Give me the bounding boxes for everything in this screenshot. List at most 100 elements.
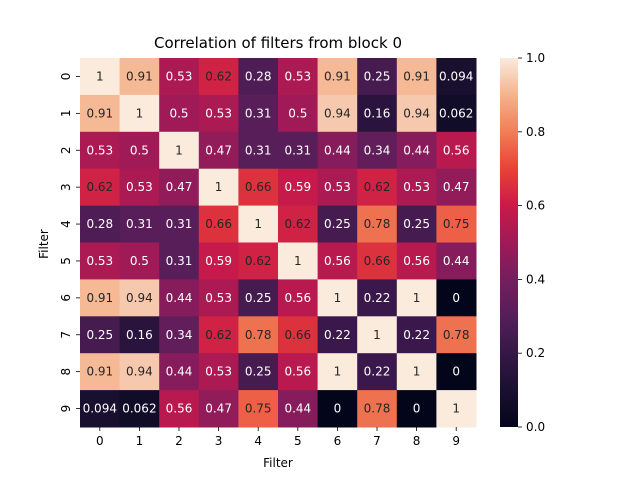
- colorbar-tick-label: 0.6: [526, 199, 545, 213]
- cell-value-label: 0.78: [364, 217, 391, 231]
- colorbar: [500, 58, 518, 427]
- colorbar-ticks: 0.0 0.2 0.4 0.6 0.8 1.0: [518, 51, 545, 434]
- heatmap-cell: [159, 58, 200, 96]
- heatmap-cell: [198, 94, 239, 133]
- cell-value-label: 0.66: [364, 254, 391, 268]
- cell-value-label: 0.16: [364, 106, 391, 120]
- heatmap-cell: [396, 131, 437, 170]
- colorbar-tick-label: 0.4: [526, 272, 545, 286]
- colorbar-tick-label: 1.0: [526, 51, 545, 65]
- heatmap-cell: [159, 94, 200, 133]
- heatmap-cell: [436, 205, 477, 243]
- heatmap-cell: [278, 353, 319, 391]
- heatmap-cell: [436, 168, 477, 207]
- cell-value-label: 0.53: [86, 143, 113, 157]
- heatmap-cell: [198, 131, 239, 170]
- cell-value-label: 0.62: [86, 180, 113, 194]
- cell-value-label: 0.47: [205, 143, 232, 157]
- cell-value-label: 0.28: [86, 217, 113, 231]
- x-tick-label: 1: [136, 434, 144, 448]
- heatmap-cell: [159, 168, 200, 207]
- heatmap-cell: [159, 316, 200, 354]
- cell-value-label: 0.31: [245, 106, 272, 120]
- heatmap-cell: [238, 168, 279, 207]
- heatmap-cell: [198, 353, 239, 391]
- heatmap-cell: [119, 353, 160, 391]
- cell-value-label: 0.75: [245, 402, 272, 416]
- x-tick-label: 4: [254, 434, 262, 448]
- cell-value-label: 0.44: [166, 365, 193, 379]
- cell-value-label: 0.56: [166, 402, 193, 416]
- heatmap-cell: [198, 316, 239, 354]
- colorbar-tick-label: 0.2: [526, 346, 545, 360]
- heatmap-cell: [317, 131, 358, 170]
- heatmap-cell: [278, 242, 319, 280]
- heatmap-cell: [396, 168, 437, 207]
- y-tick-label: 4: [59, 220, 73, 228]
- cell-value-label: 1: [136, 106, 144, 120]
- cell-value-label: 0.59: [205, 254, 232, 268]
- cell-value-label: 0.47: [166, 180, 193, 194]
- heatmap-cell: [436, 316, 477, 354]
- cell-value-label: 0.56: [324, 254, 351, 268]
- cell-value-label: 1: [334, 365, 342, 379]
- heatmap-cell: [238, 316, 279, 354]
- cell-value-label: 1: [175, 143, 183, 157]
- x-tick-label: 2: [175, 434, 183, 448]
- cell-value-label: 0.25: [403, 217, 430, 231]
- cell-value-label: 0.47: [443, 180, 470, 194]
- cell-value-label: 0.91: [86, 365, 113, 379]
- cell-value-label: 0.22: [324, 328, 351, 342]
- heatmap-cell: [317, 390, 358, 428]
- y-axis-label: Filter: [37, 229, 51, 259]
- cell-value-label: 0.91: [403, 69, 430, 83]
- heatmap-cell: [357, 205, 398, 243]
- heatmap-cell: [238, 390, 279, 428]
- cell-value-label: 1: [215, 180, 223, 194]
- heatmap-cell: [436, 94, 477, 133]
- cell-value-label: 0.31: [284, 143, 311, 157]
- heatmap-cell: [357, 131, 398, 170]
- cell-value-label: 1: [373, 328, 381, 342]
- cell-value-label: 0.44: [166, 291, 193, 305]
- heatmap-cell: [357, 94, 398, 133]
- heatmap-cell: [278, 316, 319, 354]
- cell-value-label: 1: [413, 365, 421, 379]
- colorbar-tick-label: 0.8: [526, 125, 545, 139]
- cell-value-label: 0.25: [245, 291, 272, 305]
- heatmap-cell: [80, 390, 121, 428]
- cell-value-label: 0.062: [122, 402, 156, 416]
- heatmap-cell: [278, 205, 319, 243]
- cell-value-label: 0.78: [443, 328, 470, 342]
- x-tick-label: 9: [452, 434, 460, 448]
- cell-value-label: 0.91: [86, 106, 113, 120]
- x-tick-label: 0: [96, 434, 104, 448]
- cell-value-label: 0.31: [126, 217, 153, 231]
- cell-value-label: 0.66: [284, 328, 311, 342]
- cell-value-label: 0.53: [166, 69, 193, 83]
- heatmap-cell: [119, 279, 160, 317]
- heatmap-cell: [119, 168, 160, 207]
- heatmap-cell: [436, 279, 477, 317]
- heatmap-cell: [159, 279, 200, 317]
- heatmap-cell: [119, 131, 160, 170]
- heatmap-cell: [396, 316, 437, 354]
- heatmap-cell: [119, 242, 160, 280]
- cell-value-label: 1: [96, 69, 104, 83]
- heatmap-cell: [436, 131, 477, 170]
- heatmap-cell: [396, 390, 437, 428]
- cell-value-label: 0.59: [284, 180, 311, 194]
- cell-value-label: 0.25: [364, 69, 391, 83]
- cell-value-label: 0.31: [166, 254, 193, 268]
- colorbar-tick-label: 0.0: [526, 420, 545, 434]
- cell-value-label: 0.44: [324, 143, 351, 157]
- heatmap-cell: [80, 205, 121, 243]
- y-tick-label: 6: [59, 294, 73, 302]
- cell-value-label: 0.5: [130, 143, 149, 157]
- heatmap-cell: [198, 205, 239, 243]
- heatmap-cell: [436, 58, 477, 96]
- cell-value-label: 0.094: [439, 69, 473, 83]
- cell-value-label: 1: [334, 291, 342, 305]
- cell-value-label: 0.5: [169, 106, 188, 120]
- heatmap-cell: [159, 131, 200, 170]
